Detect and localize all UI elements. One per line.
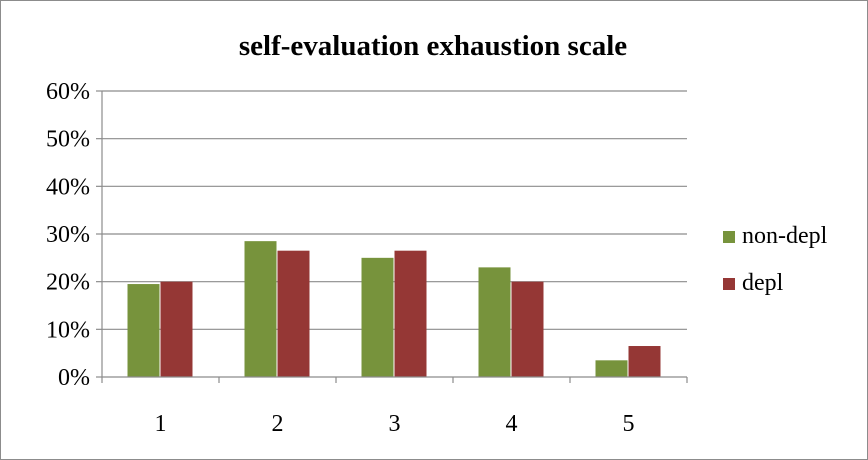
bar-depl-4 xyxy=(511,281,544,377)
y-tick-label: 40% xyxy=(46,174,90,200)
bar-depl-1 xyxy=(160,281,193,377)
bar-depl-3 xyxy=(394,250,427,377)
bar-non-depl-1 xyxy=(127,284,160,377)
legend-swatch-non-depl xyxy=(723,231,735,243)
x-tick-label: 4 xyxy=(506,411,518,437)
x-tick-labels: 1 2 3 4 5 xyxy=(155,411,635,437)
chart-title: self-evaluation exhaustion scale xyxy=(239,30,627,62)
axes xyxy=(96,90,688,383)
legend-label-non-depl: non-depl xyxy=(742,223,828,249)
bar-depl-5 xyxy=(628,346,661,377)
y-tick-label: 30% xyxy=(46,222,90,248)
legend: non-depl depl xyxy=(723,223,828,296)
bars xyxy=(127,241,661,377)
y-tick-label: 50% xyxy=(46,127,90,153)
y-tick-labels: 0% 10% 20% 30% 40% 50% 60% xyxy=(46,79,90,391)
x-tick-label: 2 xyxy=(272,411,284,437)
legend-swatch-depl xyxy=(723,278,735,290)
x-tick-label: 1 xyxy=(155,411,167,437)
bar-non-depl-5 xyxy=(595,360,628,377)
y-tick-label: 10% xyxy=(46,317,90,343)
bar-non-depl-3 xyxy=(361,257,394,377)
y-tick-label: 0% xyxy=(58,365,90,391)
y-tick-label: 60% xyxy=(46,79,90,105)
legend-label-depl: depl xyxy=(742,270,784,296)
y-tick-label: 20% xyxy=(46,270,90,296)
x-tick-label: 3 xyxy=(389,411,401,437)
x-tick-label: 5 xyxy=(623,411,635,437)
bar-depl-2 xyxy=(277,250,310,377)
gridlines xyxy=(102,90,687,330)
bar-non-depl-2 xyxy=(244,241,277,377)
bar-non-depl-4 xyxy=(478,267,511,377)
